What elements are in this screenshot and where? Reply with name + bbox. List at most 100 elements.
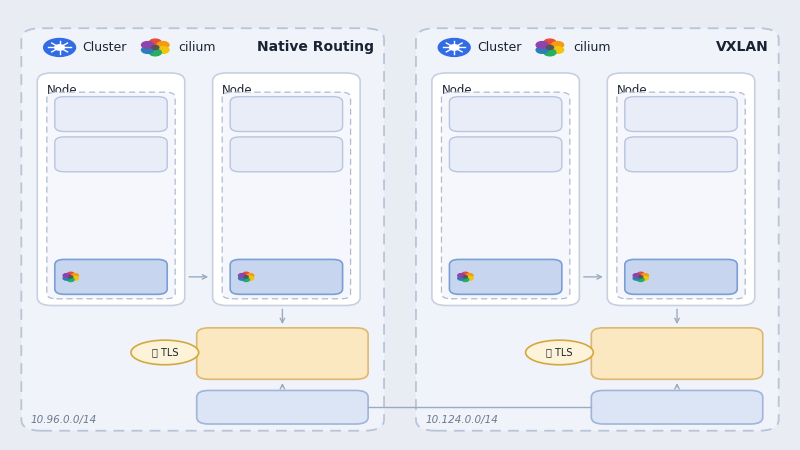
Text: Agent: Agent <box>100 270 135 284</box>
FancyBboxPatch shape <box>607 73 754 306</box>
Circle shape <box>55 45 64 50</box>
Circle shape <box>150 49 162 56</box>
Text: cilium: cilium <box>178 41 216 54</box>
Text: Node: Node <box>47 84 78 97</box>
Circle shape <box>238 276 246 280</box>
Text: 10.96.0.0/14: 10.96.0.0/14 <box>31 414 97 424</box>
Text: Cluster: Cluster <box>478 41 522 54</box>
Circle shape <box>72 274 78 277</box>
Circle shape <box>642 274 648 277</box>
Circle shape <box>438 39 470 56</box>
Text: pod: pod <box>275 108 298 121</box>
FancyBboxPatch shape <box>450 97 562 131</box>
FancyBboxPatch shape <box>625 137 738 172</box>
Text: pod: pod <box>494 148 517 161</box>
Text: Cluster Mesh
API Server: Cluster Mesh API Server <box>242 342 323 365</box>
Text: Load Balancer: Load Balancer <box>635 401 719 414</box>
Text: Node: Node <box>442 84 472 97</box>
FancyBboxPatch shape <box>230 97 342 131</box>
Circle shape <box>150 39 162 46</box>
Circle shape <box>450 45 459 50</box>
Circle shape <box>63 274 70 277</box>
Text: pod: pod <box>670 108 692 121</box>
FancyBboxPatch shape <box>432 73 579 306</box>
Circle shape <box>462 278 469 282</box>
Text: Cluster: Cluster <box>82 41 127 54</box>
FancyBboxPatch shape <box>38 73 185 306</box>
Circle shape <box>633 276 640 280</box>
Text: Node: Node <box>617 84 647 97</box>
Circle shape <box>466 276 473 280</box>
Circle shape <box>458 274 465 277</box>
FancyBboxPatch shape <box>617 92 745 299</box>
Text: cilium: cilium <box>573 41 610 54</box>
Circle shape <box>638 272 644 276</box>
FancyBboxPatch shape <box>442 92 570 299</box>
Circle shape <box>242 272 250 276</box>
Circle shape <box>544 49 556 56</box>
FancyBboxPatch shape <box>197 328 368 379</box>
FancyBboxPatch shape <box>625 260 738 294</box>
FancyBboxPatch shape <box>55 260 167 294</box>
FancyBboxPatch shape <box>213 73 360 306</box>
FancyBboxPatch shape <box>591 328 762 379</box>
FancyBboxPatch shape <box>450 260 562 294</box>
Circle shape <box>67 272 74 276</box>
FancyBboxPatch shape <box>222 92 350 299</box>
Circle shape <box>551 41 564 48</box>
Circle shape <box>157 46 169 54</box>
Text: Agent: Agent <box>275 270 310 284</box>
Circle shape <box>67 278 74 282</box>
FancyBboxPatch shape <box>197 391 368 424</box>
Text: Node: Node <box>222 84 253 97</box>
Circle shape <box>69 276 73 278</box>
Circle shape <box>152 45 159 50</box>
Circle shape <box>458 276 465 280</box>
Circle shape <box>462 272 469 276</box>
Circle shape <box>142 46 154 54</box>
FancyBboxPatch shape <box>230 137 342 172</box>
Ellipse shape <box>526 340 594 365</box>
Circle shape <box>242 278 250 282</box>
Text: pod: pod <box>494 108 517 121</box>
Text: pod: pod <box>100 108 122 121</box>
Text: Agent: Agent <box>670 270 705 284</box>
FancyBboxPatch shape <box>625 97 738 131</box>
Text: Agent: Agent <box>494 270 530 284</box>
Circle shape <box>142 41 154 48</box>
Circle shape <box>244 276 248 278</box>
Text: Cluster Mesh
API Server: Cluster Mesh API Server <box>636 342 718 365</box>
Circle shape <box>642 276 648 280</box>
Circle shape <box>546 45 554 50</box>
Circle shape <box>633 274 640 277</box>
Text: 10.124.0.0/14: 10.124.0.0/14 <box>426 414 498 424</box>
Circle shape <box>63 276 70 280</box>
Circle shape <box>551 46 564 54</box>
FancyBboxPatch shape <box>230 260 342 294</box>
Text: pod: pod <box>100 148 122 161</box>
FancyBboxPatch shape <box>450 137 562 172</box>
Text: 🔒 TLS: 🔒 TLS <box>546 347 573 357</box>
FancyBboxPatch shape <box>55 137 167 172</box>
Text: pod: pod <box>275 148 298 161</box>
Ellipse shape <box>131 340 198 365</box>
Text: pod: pod <box>670 148 692 161</box>
Circle shape <box>247 276 254 280</box>
Circle shape <box>536 41 548 48</box>
FancyBboxPatch shape <box>591 391 762 424</box>
Circle shape <box>638 278 644 282</box>
Circle shape <box>466 274 473 277</box>
Circle shape <box>544 39 556 46</box>
Circle shape <box>157 41 169 48</box>
Text: Load Balancer: Load Balancer <box>241 401 325 414</box>
Circle shape <box>44 39 75 56</box>
FancyBboxPatch shape <box>47 92 175 299</box>
FancyBboxPatch shape <box>416 28 778 431</box>
Circle shape <box>247 274 254 277</box>
Text: Native Routing: Native Routing <box>258 40 374 54</box>
Circle shape <box>238 274 246 277</box>
Circle shape <box>536 46 548 54</box>
Text: VXLAN: VXLAN <box>716 40 769 54</box>
Text: 🔒 TLS: 🔒 TLS <box>151 347 178 357</box>
Circle shape <box>463 276 467 278</box>
